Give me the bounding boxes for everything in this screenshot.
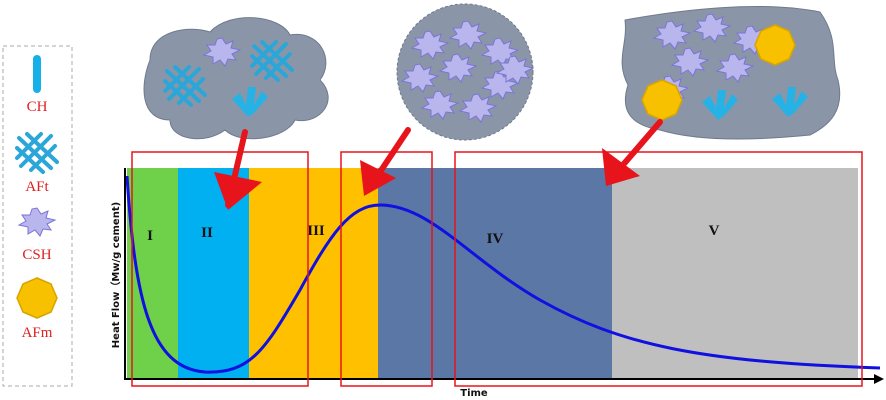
stage-bg (249, 168, 378, 378)
legend-label: AFt (25, 179, 49, 195)
arrow-head (214, 172, 262, 210)
stage-bg (127, 168, 178, 378)
csh-icon (18, 207, 56, 237)
stage-label: IV (487, 231, 504, 247)
legend-label: AFm (22, 325, 53, 341)
y-axis-label: Heat Flow（Mw/g cement) (109, 202, 122, 348)
arrow-head (602, 148, 640, 186)
stage-frame (340, 151, 433, 387)
stage-label: V (709, 223, 720, 239)
legend-label: CSH (22, 247, 51, 263)
arrow-head (360, 160, 396, 196)
stage-bg (612, 168, 858, 378)
stage-label: I (147, 228, 153, 244)
legend: CH AFt CSH AFm (2, 45, 73, 387)
legend-label: CH (27, 99, 48, 115)
aft-icon (15, 132, 59, 174)
cloud-late (621, 6, 841, 140)
stage-bg (178, 168, 249, 378)
afm-icon (16, 277, 58, 319)
ch-icon (33, 55, 41, 93)
x-axis-label: Time (460, 388, 488, 399)
cloud-early (143, 17, 329, 140)
stage-label: III (307, 223, 325, 239)
cloud-middle (396, 3, 534, 141)
stage-bg (378, 168, 612, 378)
heat-flow-curve (125, 175, 881, 374)
stage-frame (131, 151, 309, 387)
legend-box (2, 45, 73, 387)
stage-frame (454, 151, 863, 387)
x-axis-arrow (874, 374, 884, 384)
stage-label: II (201, 225, 213, 241)
